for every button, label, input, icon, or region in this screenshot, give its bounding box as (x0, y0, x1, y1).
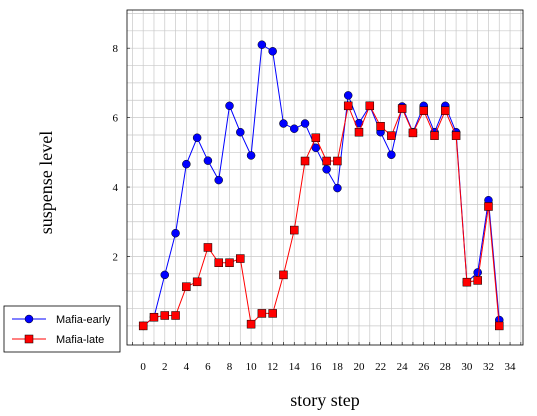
legend-box (3, 305, 121, 353)
x-tick-label: 20 (353, 361, 365, 373)
data-point-mafia-early (236, 127, 245, 137)
data-point-mafia-early (203, 156, 213, 165)
y-tick-label: 6 (113, 113, 119, 125)
data-point-mafia-early (171, 228, 180, 238)
data-point-mafia-late (182, 282, 191, 291)
x-tick-label: 28 (440, 361, 452, 373)
data-point-mafia-early (225, 101, 234, 111)
data-point-mafia-early (300, 119, 310, 128)
data-point-mafia-late (376, 122, 385, 131)
plot-area (126, 9, 524, 346)
x-tick-label: 14 (289, 361, 301, 373)
data-point-mafia-late (343, 101, 353, 111)
data-point-mafia-late (289, 225, 299, 235)
data-point-mafia-early (214, 175, 223, 185)
data-point-mafia-late (171, 311, 180, 320)
series-group (138, 40, 504, 331)
data-point-mafia-early (279, 119, 288, 128)
data-point-mafia-late (397, 104, 407, 113)
data-point-mafia-early (322, 165, 331, 174)
data-point-mafia-late (484, 202, 493, 211)
data-point-mafia-late (214, 258, 223, 267)
data-point-mafia-late (160, 311, 170, 320)
data-point-mafia-late (441, 106, 450, 115)
data-point-mafia-early (333, 183, 342, 193)
x-tick-label: 22 (375, 361, 386, 373)
x-tick-label: 10 (246, 361, 258, 373)
x-tick-label: 0 (140, 361, 146, 373)
x-tick-label: 24 (397, 361, 409, 373)
legend-label-mafia-late: Mafia-late (56, 334, 104, 346)
data-point-mafia-early (160, 270, 170, 280)
legend-label-mafia-early: Mafia-early (56, 314, 111, 326)
data-point-mafia-late (225, 258, 234, 267)
data-point-mafia-late (149, 312, 159, 322)
x-tick-label: 8 (227, 361, 233, 373)
data-point-mafia-late (322, 156, 331, 166)
data-point-mafia-late (268, 309, 277, 318)
data-point-mafia-early (473, 268, 482, 277)
x-tick-label: 2 (162, 361, 168, 373)
data-point-mafia-late (138, 321, 148, 331)
data-point-mafia-late (192, 277, 202, 287)
data-point-mafia-early (387, 150, 396, 160)
x-tick-label: 30 (461, 361, 473, 373)
y-tick-label: 4 (113, 182, 119, 194)
y-axis-label: suspense level (36, 131, 56, 234)
series-line-mafia-late (142, 104, 500, 327)
data-point-mafia-late (430, 131, 439, 140)
x-tick-label: 12 (267, 361, 278, 373)
data-point-mafia-late (387, 131, 396, 140)
data-point-mafia-late (300, 156, 310, 166)
x-tick-label: 32 (483, 361, 494, 373)
y-tick-label: 2 (113, 251, 119, 263)
data-point-mafia-late (354, 127, 364, 137)
x-tick-label: 16 (310, 361, 322, 373)
data-point-mafia-early (257, 40, 267, 49)
data-point-mafia-late (311, 133, 321, 143)
data-point-mafia-late (473, 276, 482, 285)
data-point-mafia-late (257, 309, 267, 318)
data-point-mafia-late (246, 319, 256, 329)
x-tick-label: 4 (184, 361, 190, 373)
data-point-mafia-late (279, 270, 288, 280)
legend: Mafia-early Mafia-late (3, 305, 121, 353)
data-point-mafia-late (451, 131, 461, 140)
data-point-mafia-late (462, 277, 472, 287)
x-axis-label: story step (290, 390, 360, 410)
data-point-mafia-late (236, 254, 245, 263)
data-point-mafia-late (333, 156, 342, 166)
data-point-mafia-early (182, 159, 191, 169)
x-tick-label: 18 (332, 361, 344, 373)
data-point-mafia-early (311, 143, 321, 153)
data-point-mafia-early (246, 151, 256, 160)
legend-marker-mafia-late (24, 334, 34, 344)
series-line-mafia-early (142, 43, 500, 327)
x-tick-label: 34 (505, 361, 517, 373)
data-point-mafia-late (408, 128, 418, 138)
data-point-mafia-early (343, 91, 353, 100)
grid-lines (127, 10, 523, 345)
data-point-mafia-late (203, 243, 213, 252)
data-point-mafia-late (365, 101, 375, 111)
y-tick-label: 8 (113, 43, 119, 55)
legend-marker-mafia-early (24, 314, 34, 324)
data-point-mafia-early (289, 124, 299, 133)
data-point-mafia-early (268, 47, 277, 56)
x-tick-label: 6 (205, 361, 211, 373)
data-point-mafia-late (419, 106, 428, 115)
data-point-mafia-early (192, 133, 202, 143)
x-tick-label: 26 (418, 361, 430, 373)
data-point-mafia-late (495, 321, 504, 331)
